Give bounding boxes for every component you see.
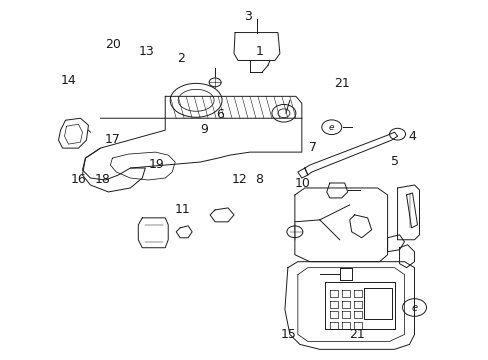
Text: 21: 21 bbox=[333, 77, 349, 90]
Text: 19: 19 bbox=[148, 158, 164, 171]
Text: 6: 6 bbox=[216, 108, 224, 121]
Text: e: e bbox=[328, 123, 334, 132]
Text: 16: 16 bbox=[71, 173, 86, 186]
Text: 2: 2 bbox=[177, 52, 184, 65]
Text: 9: 9 bbox=[200, 122, 208, 136]
Text: 1: 1 bbox=[255, 45, 263, 58]
Text: e: e bbox=[411, 302, 417, 312]
Text: 4: 4 bbox=[407, 130, 415, 144]
Text: 17: 17 bbox=[105, 133, 121, 146]
Text: 3: 3 bbox=[244, 10, 252, 23]
Text: 18: 18 bbox=[95, 173, 111, 186]
Text: 12: 12 bbox=[231, 173, 247, 186]
Text: 14: 14 bbox=[61, 74, 77, 87]
Text: 7: 7 bbox=[308, 140, 316, 153]
Text: 11: 11 bbox=[174, 203, 189, 216]
Text: 8: 8 bbox=[255, 173, 263, 186]
Text: 13: 13 bbox=[139, 45, 155, 58]
Text: 10: 10 bbox=[294, 177, 310, 190]
Text: 21: 21 bbox=[348, 328, 364, 341]
Text: 5: 5 bbox=[390, 155, 398, 168]
Text: 20: 20 bbox=[105, 38, 121, 51]
Text: 15: 15 bbox=[280, 328, 296, 341]
